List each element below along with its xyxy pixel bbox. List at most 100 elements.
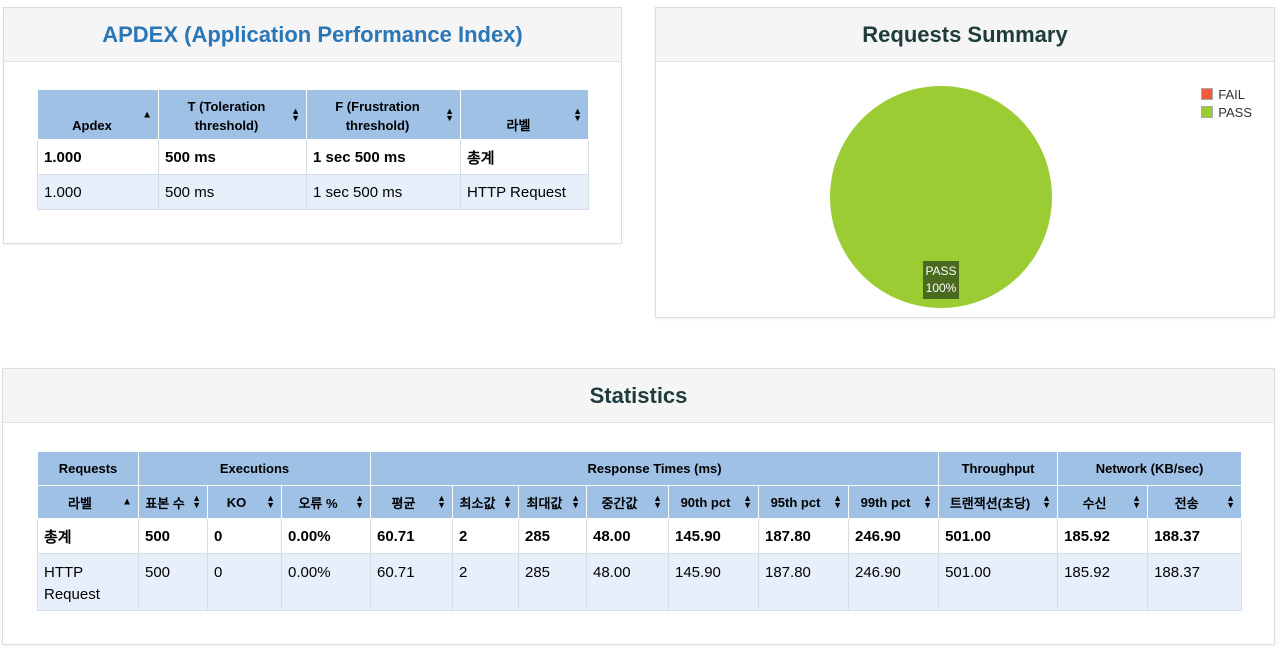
col-sent[interactable]: 전송 ▲ ▼ — [1147, 485, 1243, 519]
col-average[interactable]: 평균 ▲ ▼ — [370, 485, 453, 519]
sort-both-icon: ▲ ▼ — [571, 493, 580, 510]
sort-both-icon: ▲ ▼ — [503, 493, 512, 510]
sort-both-icon: ▲ ▼ — [653, 493, 662, 510]
group-throughput: Throughput — [938, 451, 1059, 486]
99th-pct-value: 246.90 — [847, 518, 940, 554]
group-requests: Requests — [37, 451, 139, 486]
legend-swatch-fail — [1201, 88, 1214, 100]
apdex-panel: APDEX (Application Performance Index) Ap… — [3, 7, 622, 244]
median-value: 48.00 — [586, 553, 669, 611]
apdex-col-toleration[interactable]: T (Toleration threshold) ▲ ▼ — [158, 89, 307, 140]
apdex-value: 1.000 — [37, 174, 159, 210]
statistics-panel: Statistics Requests Executions Response … — [2, 368, 1275, 645]
col-90th-pct[interactable]: 90th pct ▲ ▼ — [668, 485, 759, 519]
slice-label-box — [923, 261, 959, 299]
legend-label-fail: FAIL — [1218, 86, 1246, 102]
legend-item-pass[interactable]: PASS — [1201, 103, 1252, 121]
statistics-panel-header: Statistics — [3, 369, 1274, 423]
col-transactions-per-sec[interactable]: 트랜잭션(초당) ▲ ▼ — [938, 485, 1059, 519]
error-pct-value: 0.00% — [281, 518, 371, 554]
statistics-table: Requests Executions Response Times (ms) … — [37, 451, 1243, 611]
sort-up-icon: ▲ — [122, 496, 132, 508]
pie-slice-pass[interactable] — [830, 86, 1052, 308]
max-value: 285 — [518, 553, 587, 611]
col-min[interactable]: 최소값 ▲ ▼ — [452, 485, 519, 519]
sort-both-icon: ▲ ▼ — [266, 493, 275, 510]
table-row: HTTP Request 500 0 0.00% 60.71 2 285 48.00 145.9… — [37, 553, 1243, 611]
col-99th-pct[interactable]: 99th pct ▲ ▼ — [847, 485, 940, 519]
ko-value: 0 — [207, 518, 282, 554]
ko-value: 0 — [207, 553, 282, 611]
sort-both-icon: ▲ ▼ — [445, 105, 454, 123]
toleration-value: 500 ms — [158, 139, 307, 175]
received-value: 185.92 — [1057, 518, 1149, 554]
col-ko[interactable]: KO ▲ ▼ — [207, 485, 282, 519]
sort-up-icon: ▲ — [142, 109, 152, 120]
group-network: Network (KB/sec) — [1057, 451, 1243, 486]
90th-pct-value: 145.90 — [668, 518, 759, 554]
legend-item-fail[interactable]: FAIL — [1201, 85, 1252, 103]
sort-both-icon: ▲ ▼ — [1042, 493, 1052, 510]
requests-summary-panel: Requests Summary PASS 100% FAIL PASS — [655, 7, 1275, 318]
apdex-title: APDEX (Application Performance Index) — [102, 21, 523, 47]
transactions-per-sec-value: 501.00 — [938, 553, 1059, 611]
samples-value: 500 — [138, 553, 208, 611]
transactions-per-sec-value: 501.00 — [938, 518, 1059, 554]
99th-pct-value: 246.90 — [847, 553, 940, 611]
legend-label-pass: PASS — [1218, 104, 1252, 120]
received-value: 185.92 — [1057, 553, 1149, 611]
max-value: 285 — [518, 518, 587, 554]
toleration-value: 500 ms — [158, 174, 307, 210]
legend-swatch-pass — [1201, 106, 1214, 118]
sent-value: 188.37 — [1147, 518, 1243, 554]
col-max[interactable]: 최대값 ▲ ▼ — [518, 485, 587, 519]
apdex-table: Apdex ▲ T (Toleration threshold) ▲ ▼ F (Frus… — [37, 89, 589, 210]
apdex-col-frustration[interactable]: F (Frustration threshold) ▲ ▼ — [306, 89, 461, 140]
95th-pct-value: 187.80 — [758, 553, 849, 611]
error-pct-value: 0.00% — [281, 553, 371, 611]
sort-both-icon: ▲ ▼ — [1226, 493, 1236, 510]
95th-pct-value: 187.80 — [758, 518, 849, 554]
frustration-value: 1 sec 500 ms — [306, 139, 461, 175]
apdex-col-label[interactable]: 라벨 ▲ ▼ — [460, 89, 589, 140]
apdex-col-apdex[interactable]: Apdex ▲ — [37, 89, 159, 140]
pie-chart: PASS 100% — [830, 86, 1052, 308]
summary-title: Requests Summary — [862, 21, 1068, 47]
col-error-pct[interactable]: 오류 % ▲ ▼ — [281, 485, 371, 519]
col-median[interactable]: 중간값 ▲ ▼ — [586, 485, 669, 519]
col-samples[interactable]: 표본 수 ▲ ▼ — [138, 485, 208, 519]
sort-both-icon: ▲ ▼ — [192, 493, 201, 510]
average-value: 60.71 — [370, 518, 453, 554]
sort-both-icon: ▲ ▼ — [1132, 493, 1142, 510]
table-row: 총계 500 0 0.00% 60.71 2 285 48.00 145.90 187.80 246… — [37, 518, 1243, 554]
min-value: 2 — [452, 553, 519, 611]
col-95th-pct[interactable]: 95th pct ▲ ▼ — [758, 485, 849, 519]
sort-both-icon: ▲ ▼ — [573, 105, 582, 123]
frustration-value: 1 sec 500 ms — [306, 174, 461, 210]
label-value: HTTP Request — [37, 553, 139, 611]
summary-panel-header: Requests Summary — [656, 8, 1274, 62]
slice-percent: 100% — [926, 281, 957, 295]
col-received[interactable]: 수신 ▲ ▼ — [1057, 485, 1149, 519]
label-value: 총계 — [37, 518, 139, 554]
min-value: 2 — [452, 518, 519, 554]
table-row: 1.000 500 ms 1 sec 500 ms HTTP Request — [37, 174, 589, 210]
col-label[interactable]: 라벨 ▲ — [37, 485, 139, 519]
sent-value: 188.37 — [1147, 553, 1243, 611]
slice-label: PASS — [925, 264, 956, 278]
group-executions: Executions — [138, 451, 371, 486]
label-value: 총계 — [460, 139, 589, 175]
apdex-panel-header: APDEX (Application Performance Index) — [4, 8, 621, 62]
average-value: 60.71 — [370, 553, 453, 611]
sort-both-icon: ▲ ▼ — [437, 493, 446, 510]
sort-both-icon: ▲ ▼ — [833, 493, 842, 510]
sort-both-icon: ▲ ▼ — [743, 493, 752, 510]
label-value: HTTP Request — [460, 174, 589, 210]
samples-value: 500 — [138, 518, 208, 554]
apdex-value: 1.000 — [37, 139, 159, 175]
table-row: 1.000 500 ms 1 sec 500 ms 총계 — [37, 139, 589, 175]
sort-both-icon: ▲ ▼ — [355, 493, 364, 510]
median-value: 48.00 — [586, 518, 669, 554]
sort-both-icon: ▲ ▼ — [923, 493, 933, 510]
group-response-times: Response Times (ms) — [369, 451, 940, 486]
